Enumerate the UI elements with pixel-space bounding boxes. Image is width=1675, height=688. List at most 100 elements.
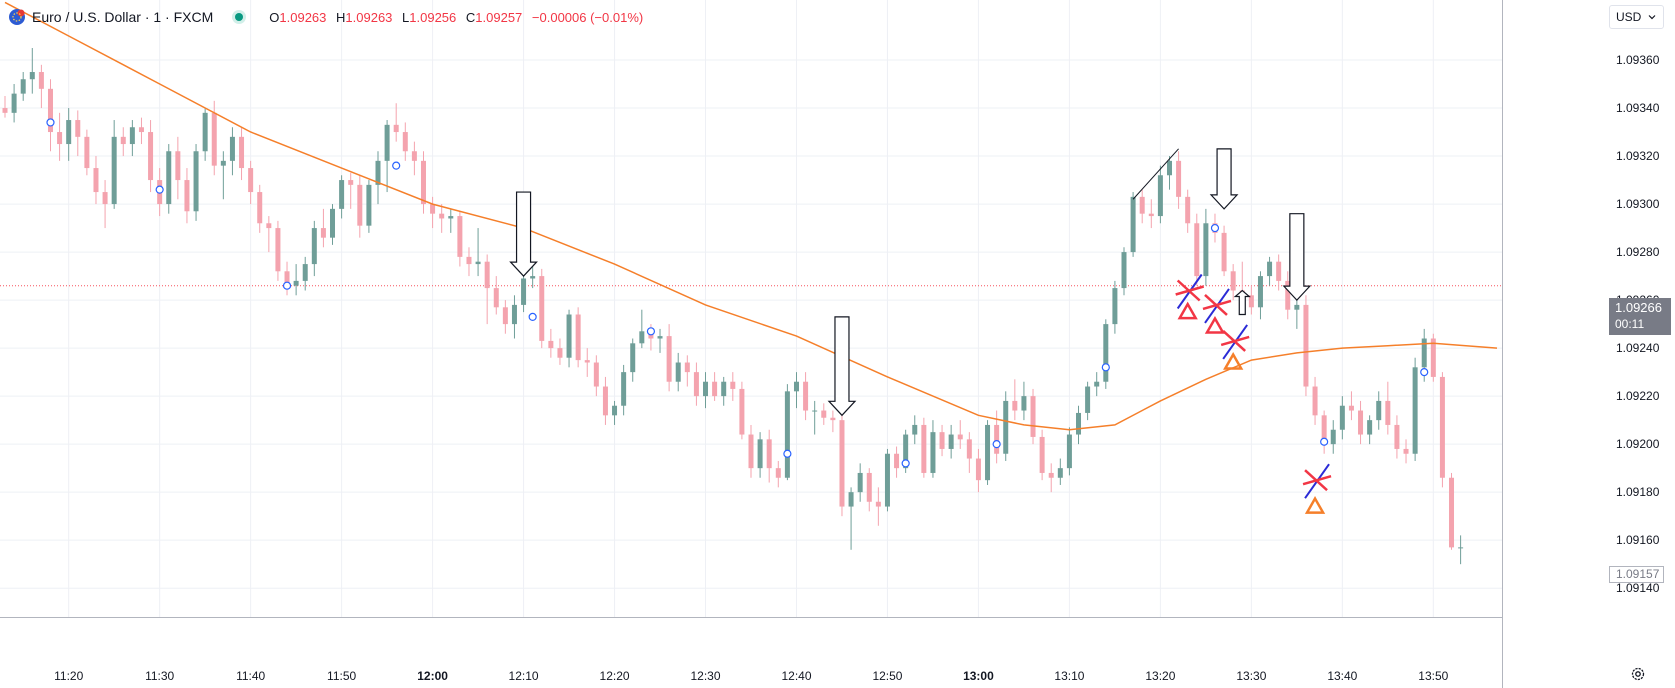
- candle-body: [1339, 405, 1345, 430]
- candle-body: [66, 120, 72, 145]
- candle-body: [948, 434, 954, 449]
- gear-icon[interactable]: [1630, 666, 1646, 682]
- candle-body: [693, 372, 699, 397]
- candle-body: [20, 79, 26, 94]
- candle-down: [1312, 376, 1318, 425]
- candle-up: [1330, 420, 1336, 454]
- candle-down: [439, 204, 445, 233]
- candle-body: [912, 424, 918, 435]
- candle-body: [493, 288, 499, 308]
- candle-down: [939, 424, 945, 457]
- candle-body: [1103, 324, 1109, 382]
- candle-body: [320, 228, 326, 238]
- triangle-marker: [1304, 496, 1326, 514]
- candle-body: [739, 388, 745, 435]
- candle-body: [857, 472, 863, 493]
- candle-body: [1221, 232, 1227, 272]
- candle-body: [657, 336, 663, 339]
- candle-body: [129, 127, 135, 145]
- candle-body: [257, 192, 263, 224]
- currency-button[interactable]: USD: [1609, 5, 1664, 29]
- candle-up: [1021, 381, 1027, 421]
- signal-marker: [992, 440, 1001, 449]
- candle-down: [393, 103, 399, 142]
- signal-marker: [1101, 363, 1110, 372]
- candle-body: [930, 432, 936, 473]
- candle-down: [712, 372, 718, 401]
- candle-down: [1048, 463, 1054, 493]
- candle-down: [921, 417, 927, 478]
- signal-marker: [1420, 368, 1429, 377]
- signal-marker: [1210, 223, 1220, 233]
- candle-body: [1157, 175, 1163, 217]
- candle-up: [675, 352, 681, 392]
- candle-body: [229, 136, 235, 161]
- candle-body: [302, 264, 308, 281]
- candle-body: [1394, 424, 1400, 449]
- time-tick-label: 13:10: [1054, 669, 1084, 683]
- moving-average-line: [4, 1, 1498, 431]
- candle-body: [994, 424, 1000, 454]
- candle-body: [1021, 396, 1027, 411]
- candle-body: [47, 88, 53, 133]
- candle-body: [1148, 213, 1154, 217]
- candle-up: [1166, 156, 1172, 190]
- candle-body: [985, 424, 991, 481]
- candle-down: [1439, 372, 1445, 488]
- candle-body: [593, 362, 599, 387]
- candle-body: [439, 213, 445, 219]
- candle-down: [1348, 391, 1354, 421]
- candle-down: [1139, 189, 1145, 224]
- candle-body: [457, 216, 463, 257]
- candle-down: [275, 220, 281, 281]
- candle-body: [821, 410, 827, 418]
- time-tick-label: 11:20: [54, 669, 83, 683]
- candle-body: [357, 184, 363, 226]
- candle-body: [1066, 434, 1072, 469]
- candle-down: [1030, 388, 1036, 445]
- candle-down: [575, 307, 581, 368]
- current-price-value: 1.09266: [1615, 300, 1662, 315]
- cross-line: [1176, 279, 1201, 302]
- candle-body: [1348, 405, 1354, 411]
- signal-marker: [155, 185, 164, 194]
- candle-down: [1176, 151, 1182, 209]
- candle-body: [339, 180, 345, 209]
- down-arrow-drawing: [509, 191, 538, 277]
- candle-down: [1185, 189, 1191, 233]
- candle-body: [894, 453, 900, 469]
- candle-up: [220, 151, 226, 200]
- candle-body: [1048, 472, 1054, 478]
- candle-up: [1267, 256, 1273, 286]
- price-tick-label: 1.09340: [1616, 101, 1660, 115]
- candle-body: [839, 420, 845, 507]
- candle-body: [1248, 295, 1254, 308]
- candle-body: [211, 112, 217, 166]
- candle-down: [257, 184, 263, 233]
- candle-down: [748, 424, 754, 478]
- market-status-icon[interactable]: [235, 13, 244, 21]
- cross-line: [1204, 293, 1228, 316]
- candle-body: [812, 410, 818, 412]
- candle-up: [630, 338, 636, 382]
- candle-down: [693, 362, 699, 406]
- candle-up: [311, 220, 317, 277]
- candle-body: [1312, 386, 1318, 416]
- candle-body: [903, 434, 909, 469]
- candle-body: [384, 124, 390, 161]
- candle-body: [102, 192, 108, 205]
- candle-body: [420, 160, 426, 205]
- cross-line: [1304, 469, 1328, 492]
- symbol-title[interactable]: Euro / U.S. Dollar · 1 · FXCM: [32, 9, 214, 25]
- candle-body: [1458, 547, 1464, 549]
- candle-up: [1157, 165, 1163, 224]
- candle-up: [11, 84, 17, 123]
- candle-down: [1385, 381, 1391, 435]
- candle-body: [311, 228, 317, 265]
- candle-up: [20, 72, 26, 101]
- bar-countdown: 00:11: [1615, 317, 1645, 331]
- candle-body: [848, 492, 854, 507]
- candle-down: [357, 175, 363, 238]
- candle-body: [1385, 400, 1391, 425]
